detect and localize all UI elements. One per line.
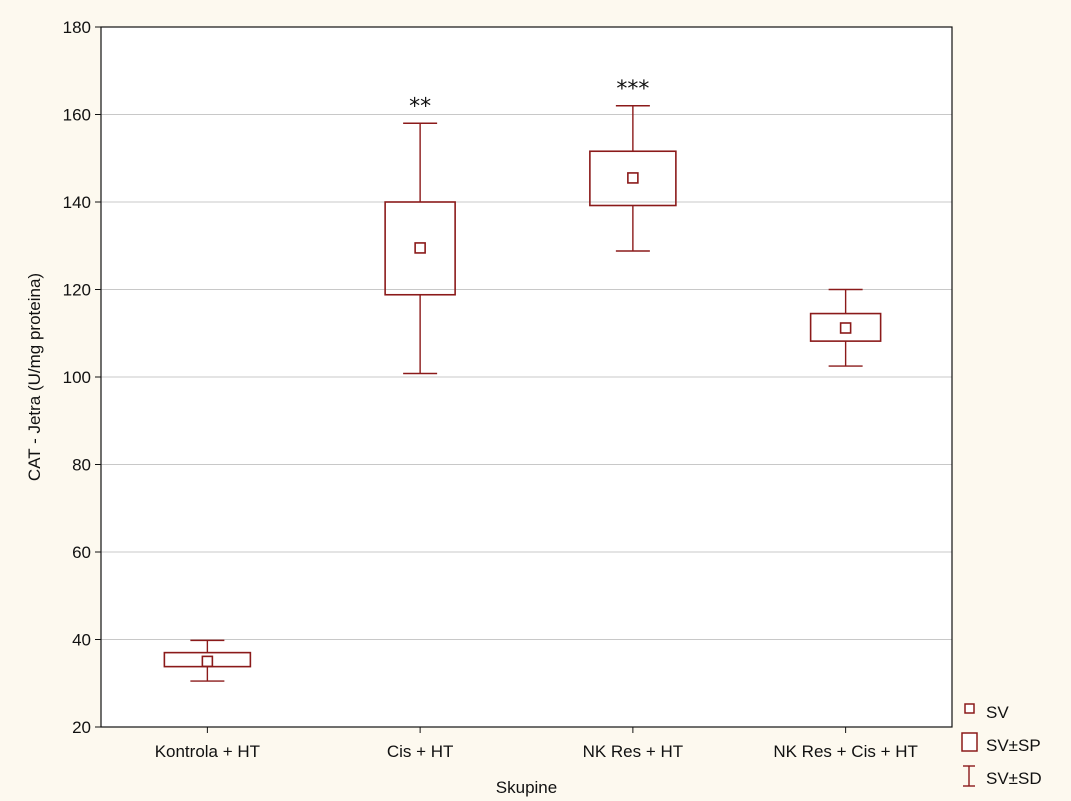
y-axis-label: CAT - Jetra (U/mg proteina): [25, 273, 44, 481]
mean-marker: [414, 242, 426, 254]
y-tick-label: 60: [72, 543, 91, 562]
legend-item: SV±SP: [961, 732, 1041, 755]
x-axis: Kontrola + HT Cis + HT NK Res + HT NK Res +…: [155, 727, 918, 761]
box-group: [163, 639, 252, 682]
y-tick-label: 100: [63, 368, 91, 387]
box-group: **: [384, 94, 456, 375]
se-box: [809, 312, 882, 342]
mean-marker: [627, 172, 639, 184]
y-tick-label: 160: [63, 106, 91, 125]
significance-label: ***: [616, 77, 649, 102]
legend-item: SV±SD: [963, 765, 1042, 788]
legend-item: SV: [964, 703, 1009, 722]
x-tick-label: NK Res + HT: [583, 742, 684, 761]
legend-mean-swatch: [964, 703, 975, 714]
boxes: *****: [163, 77, 882, 682]
box-group: ***: [589, 77, 677, 252]
y-axis: 20 40 60 80 100 120 140 160 180: [63, 18, 101, 737]
legend-label: SV±SD: [986, 769, 1042, 788]
box-group: [809, 288, 882, 367]
mean-marker: [201, 655, 214, 668]
x-tick-label: NK Res + Cis + HT: [773, 742, 918, 761]
x-tick-label: Cis + HT: [387, 742, 454, 761]
legend-box-swatch: [961, 732, 978, 752]
y-tick-label: 140: [63, 193, 91, 212]
x-tick-label: Kontrola + HT: [155, 742, 260, 761]
legend-label: SV: [986, 703, 1009, 722]
y-tick-label: 40: [72, 631, 91, 650]
y-tick-label: 120: [63, 281, 91, 300]
legend: SV SV±SP SV±SD: [961, 703, 1042, 788]
legend-label: SV±SP: [986, 736, 1041, 755]
x-axis-label: Skupine: [496, 778, 557, 797]
se-box: [384, 201, 456, 296]
y-tick-label: 20: [72, 718, 91, 737]
gridlines: [101, 114, 952, 640]
y-tick-label: 180: [63, 18, 91, 37]
significance-label: **: [409, 94, 431, 119]
y-tick-label: 80: [72, 456, 91, 475]
se-box: [589, 150, 677, 207]
mean-marker: [839, 322, 852, 334]
